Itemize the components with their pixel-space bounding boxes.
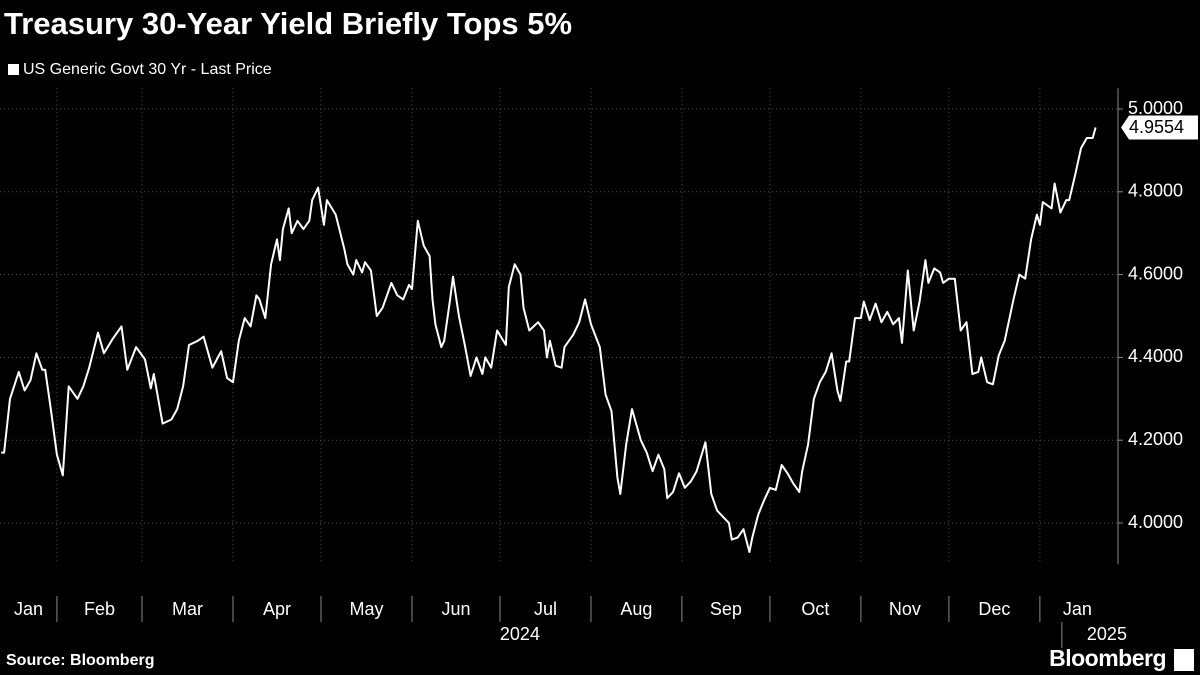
last-value-box [1121,115,1198,140]
year-label: 2025 [1087,624,1127,644]
x-tick-label: Aug [620,599,652,619]
x-tick-label: Feb [84,599,115,619]
source: Source: Bloomberg [6,652,154,669]
year-label: 2024 [500,624,540,644]
line-series [1,127,1097,553]
legend-label: US Generic Govt 30 Yr - Last Price [23,61,272,78]
x-tick-label: Jun [441,599,470,619]
y-tick-label: 4.6000 [1128,263,1183,283]
y-tick-label: 5.0000 [1128,98,1183,118]
x-tick-label: Apr [263,599,291,619]
x-tick-label: Jan [1063,599,1092,619]
x-tick-label: Jan [14,599,43,619]
last-value-label: 4.9554 [1129,117,1184,137]
chart-title: Treasury 30-Year Yield Briefly Tops 5% [4,6,572,41]
brand-icon [1174,649,1194,671]
x-tick-label: May [349,599,383,619]
brand: Bloomberg [1049,645,1166,671]
y-tick-label: 4.8000 [1128,181,1183,201]
x-tick-label: Dec [978,599,1010,619]
y-tick-label: 4.0000 [1128,512,1183,532]
y-tick-label: 4.4000 [1128,346,1183,366]
legend-swatch [8,64,19,75]
x-tick-label: Mar [172,599,203,619]
x-tick-label: Nov [889,599,921,619]
x-tick-label: Jul [534,599,557,619]
y-tick-label: 4.2000 [1128,429,1183,449]
x-tick-label: Oct [801,599,829,619]
x-tick-label: Sep [710,599,742,619]
